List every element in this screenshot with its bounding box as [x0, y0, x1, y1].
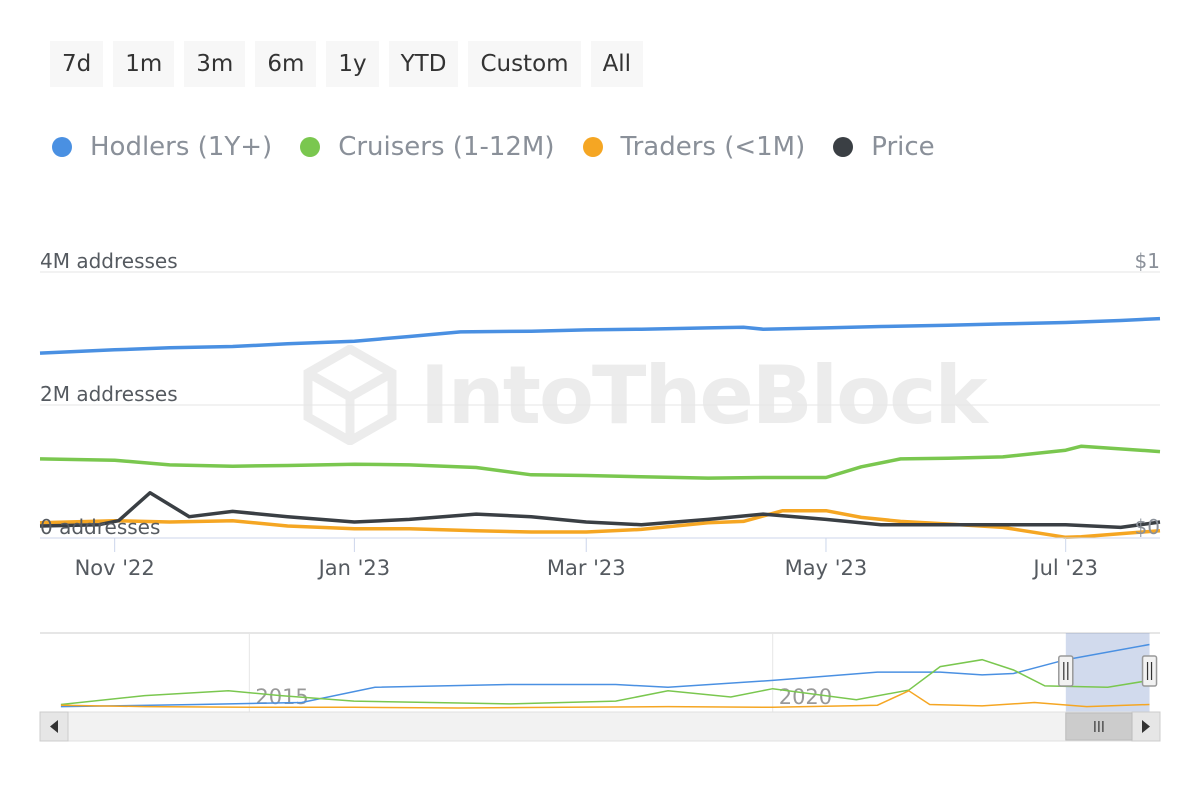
legend-label-traders: Traders (<1M): [620, 132, 806, 162]
navigator: 2015 2020: [40, 632, 1160, 712]
legend-item-traders[interactable]: Traders (<1M): [582, 132, 806, 162]
x-tick-label: Jul '23: [1031, 556, 1098, 580]
navigator-right-handle[interactable]: [1141, 655, 1158, 687]
range-3m-button[interactable]: 3m: [184, 41, 246, 87]
y-axis-right: $0 $1: [1135, 249, 1160, 539]
legend-dot-price: [833, 137, 854, 157]
range-custom-button[interactable]: Custom: [468, 41, 581, 87]
y-tick-left: 0 addresses: [40, 515, 160, 539]
legend-item-hodlers[interactable]: Hodlers (1Y+): [52, 132, 272, 162]
legend-dot-traders: [582, 137, 603, 157]
legend-dot-hodlers: [52, 137, 72, 157]
navigator-series-traders: [60, 689, 1150, 709]
legend-dot-cruisers: [300, 137, 321, 157]
navigator-series-hodlers: [60, 643, 1150, 708]
x-tick-label: Jan '23: [317, 556, 391, 580]
y-tick-right: $0: [1135, 515, 1160, 539]
series-line-price: [39, 491, 1161, 530]
x-tick-label: Mar '23: [547, 556, 626, 580]
scroll-left-arrow-icon: [50, 720, 58, 733]
scrollbar[interactable]: [39, 711, 1161, 742]
navigator-selection[interactable]: [1065, 633, 1150, 712]
legend-item-cruisers[interactable]: Cruisers (1-12M): [300, 132, 555, 162]
x-tick-label: Nov '22: [75, 556, 155, 580]
series-line-hodlers: [39, 316, 1161, 355]
range-all-button[interactable]: All: [590, 41, 644, 87]
navigator-series-cruisers: [60, 658, 1150, 706]
y-axis-left: 0 addresses 2M addresses 4M addresses: [40, 249, 178, 539]
range-1m-button[interactable]: 1m: [113, 41, 175, 87]
grid-lines: [40, 271, 1160, 539]
navigator-left-handle[interactable]: [1058, 655, 1074, 687]
intotheblock-logo-icon: [303, 345, 397, 445]
chart-legend: Hodlers (1Y+) Cruisers (1-12M) Traders (…: [52, 132, 935, 162]
x-axis: Nov '22 Jan '23 Mar '23 May '23 Jul '23: [40, 537, 1160, 580]
range-ytd-button[interactable]: YTD: [388, 41, 459, 87]
y-tick-right: $1: [1135, 249, 1160, 273]
range-7d-button[interactable]: 7d: [50, 41, 104, 87]
legend-label-cruisers: Cruisers (1-12M): [338, 132, 555, 162]
watermark: IntoTheBlock: [300, 345, 988, 445]
scroll-right-button[interactable]: [1131, 711, 1161, 742]
scrollbar-thumb[interactable]: [1065, 712, 1133, 741]
scroll-left-button[interactable]: [39, 711, 69, 742]
y-tick-left: 4M addresses: [40, 249, 178, 273]
range-6m-button[interactable]: 6m: [255, 41, 317, 87]
navigator-background: [40, 633, 1160, 712]
legend-label-hodlers: Hodlers (1Y+): [90, 132, 273, 162]
series-line-cruisers: [39, 444, 1161, 480]
series-layer: [39, 316, 1161, 540]
watermark-text: IntoTheBlock: [420, 348, 988, 442]
scrollbar-track[interactable]: [39, 711, 1161, 742]
x-tick-label: May '23: [785, 556, 868, 580]
range-selector: 7d 1m 3m 6m 1y YTD Custom All: [50, 41, 644, 87]
range-1y-button[interactable]: 1y: [326, 41, 379, 87]
navigator-x-label: 2020: [779, 685, 832, 709]
scroll-right-arrow-icon: [1142, 720, 1150, 733]
y-tick-left: 2M addresses: [40, 382, 178, 406]
legend-item-price[interactable]: Price: [833, 132, 935, 162]
legend-label-price: Price: [871, 132, 935, 162]
